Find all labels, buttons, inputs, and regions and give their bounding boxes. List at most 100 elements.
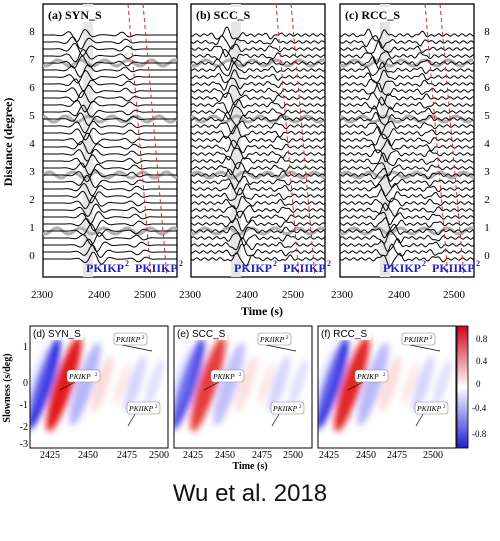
phase-labels: PKIKP 2 PKIIKP 2 xyxy=(383,259,480,275)
waveform-trace xyxy=(340,243,474,257)
panel-label: (b) SCC_S xyxy=(196,8,251,22)
panel-frame xyxy=(29,325,169,449)
colorbar-gradient xyxy=(456,325,469,449)
waveform-trace xyxy=(43,203,177,217)
panel-label: (f) RCC_S xyxy=(321,329,367,340)
phase-marker-line xyxy=(424,4,449,277)
superscript: 2 xyxy=(239,373,242,378)
waveform-trace xyxy=(340,211,474,226)
y-tick: 6 xyxy=(484,82,490,94)
waveform-trace xyxy=(340,91,474,106)
x-tick: 2400 xyxy=(236,289,259,301)
panel-label-bg xyxy=(193,7,255,22)
energy-streak xyxy=(401,363,419,405)
phase-labels: PKIKP 2 PKIIKP 2 xyxy=(86,259,183,275)
bottom-y-axis-label: Slowness (s/deg) xyxy=(2,353,13,422)
time-window-shade xyxy=(380,4,390,277)
waveform-trace xyxy=(340,96,474,110)
superscript: 2 xyxy=(476,259,480,268)
x-tick: 2500 xyxy=(283,450,303,461)
waveform-trace xyxy=(340,138,474,154)
superscript: 2 xyxy=(125,259,129,268)
reference-trace xyxy=(340,170,474,180)
energy-streak xyxy=(432,359,452,409)
phase-marker-line xyxy=(439,4,465,277)
waveform-trace xyxy=(191,92,325,106)
waveform-trace xyxy=(43,195,177,210)
waveform-trace xyxy=(191,139,325,154)
y-tick: 4 xyxy=(484,138,490,150)
waveform-trace xyxy=(43,218,177,232)
energy-streak xyxy=(113,363,131,405)
energy-streak xyxy=(174,345,195,423)
waveform-trace xyxy=(340,120,474,135)
energy-streak xyxy=(268,355,290,413)
energy-streak xyxy=(288,359,308,409)
colorbar-tick: -0.4 xyxy=(472,403,487,413)
phase-annotation: PKIIKP 2 xyxy=(257,332,297,352)
top-y-ticks-right: 8 7 6 5 4 3 2 1 0 xyxy=(484,26,490,262)
energy-streak xyxy=(357,342,389,426)
waveform-trace xyxy=(43,232,177,246)
waveform-trace xyxy=(191,252,325,267)
x-tick: 2425 xyxy=(183,450,203,461)
waveform-panel-c: (c) RCC_S PKIKP 2 PKIIKP 2 xyxy=(339,3,480,278)
svg-text:PKIIKP: PKIIKP xyxy=(403,335,429,344)
waveform-trace xyxy=(43,251,177,265)
waveform-trace xyxy=(340,40,474,54)
waveform-trace xyxy=(191,84,325,99)
svg-text:PKIIKP: PKIIKP xyxy=(416,404,442,413)
reference-trace xyxy=(340,114,474,124)
energy-streak xyxy=(124,355,146,413)
y-tick: 8 xyxy=(29,26,35,38)
phase-annotation: PKIIKP 2 xyxy=(414,401,449,427)
y-tick: 1 xyxy=(484,222,490,234)
waveform-trace xyxy=(340,61,474,77)
x-tick: 2450 xyxy=(78,450,98,461)
y-tick: 0 xyxy=(23,378,28,389)
waveform-trace xyxy=(191,48,325,64)
x-tick: 2450 xyxy=(356,450,376,461)
colorbar-tick: 0.8 xyxy=(476,334,488,344)
waveform-trace xyxy=(43,162,177,176)
pkikp-label: PKIKP xyxy=(86,261,124,275)
waveform-trace xyxy=(43,48,177,63)
waveform-trace xyxy=(43,174,177,189)
svg-text:PKIIKP: PKIIKP xyxy=(259,335,285,344)
reference-trace xyxy=(43,58,177,68)
waveform-trace xyxy=(43,84,177,99)
waveform-trace xyxy=(191,195,325,210)
x-tick: 2300 xyxy=(31,289,54,301)
svg-text:PKIIKP: PKIIKP xyxy=(115,335,141,344)
reference-trace xyxy=(191,114,325,124)
phase-annotation: PKIIKP 2 xyxy=(270,401,305,427)
waveform-trace xyxy=(43,55,177,69)
waveform-trace xyxy=(340,223,474,239)
waveform-trace xyxy=(340,202,474,218)
panel-label: (c) RCC_S xyxy=(345,8,400,22)
pkiikp-label: PKIIKP xyxy=(283,261,326,275)
waveform-trace xyxy=(191,168,325,183)
reference-trace xyxy=(43,226,177,236)
phase-labels: PKIKP 2 PKIIKP 2 xyxy=(234,259,331,275)
waveform-trace xyxy=(340,105,474,119)
waveform-trace xyxy=(191,182,325,196)
y-tick: 0 xyxy=(484,250,490,262)
waveform-trace xyxy=(43,78,177,92)
waveform-trace xyxy=(340,238,474,253)
panel-label-bg xyxy=(342,7,404,22)
waveform-trace xyxy=(340,82,474,96)
svg-text:PKIIKP: PKIIKP xyxy=(272,404,298,413)
waveform-trace xyxy=(340,162,474,176)
waveform-trace xyxy=(43,148,177,162)
phase-marker-line xyxy=(275,4,300,277)
waveform-trace xyxy=(191,205,325,219)
waveform-trace xyxy=(43,42,177,57)
bottom-y-ticks: 1 0 -1 -2 -3 xyxy=(20,342,28,450)
waveform-trace xyxy=(191,147,325,161)
superscript: 2 xyxy=(273,259,277,268)
y-tick: -2 xyxy=(20,422,28,433)
